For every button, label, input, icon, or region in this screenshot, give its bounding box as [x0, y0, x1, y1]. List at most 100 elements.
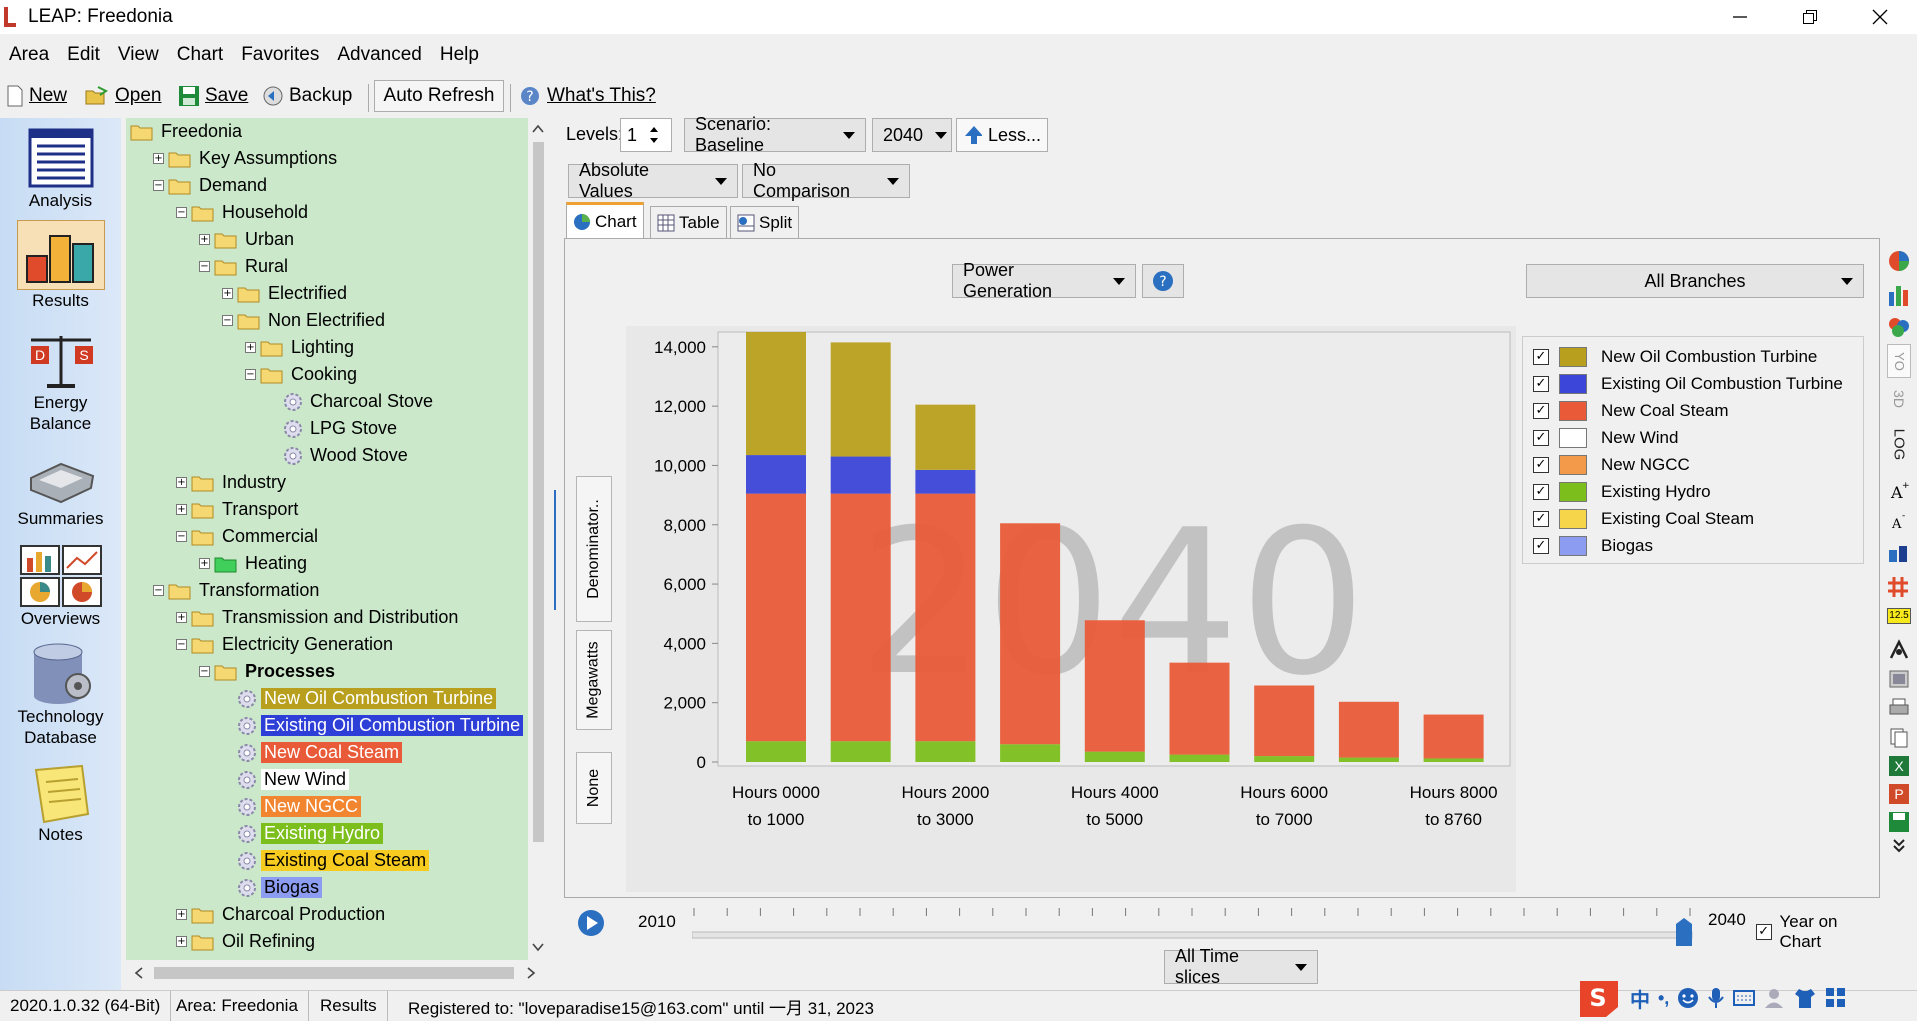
log-scale-toggle[interactable]: LOG [1887, 424, 1911, 464]
tree-node[interactable]: + Heating [199, 550, 310, 577]
legend-toggle-icon[interactable] [1887, 638, 1911, 660]
tab-chart[interactable]: Chart [566, 202, 644, 238]
levels-spinner[interactable]: 1 [620, 118, 672, 152]
menu-view[interactable]: View [117, 44, 159, 65]
collapse-icon[interactable]: − [153, 180, 164, 191]
tree-vertical-scrollbar[interactable] [528, 118, 549, 960]
expand-icon[interactable]: + [153, 153, 164, 164]
expand-icon[interactable]: + [176, 504, 187, 515]
axis-settings-icon[interactable] [1887, 542, 1911, 564]
menu-edit[interactable]: Edit [67, 44, 100, 65]
collapse-icon[interactable]: − [199, 666, 210, 677]
3d-toggle[interactable]: 3D [1887, 384, 1911, 414]
export-image-icon[interactable] [1887, 668, 1911, 690]
collapse-icon[interactable]: − [199, 261, 210, 272]
tree-node[interactable]: New Wind [222, 766, 350, 793]
tree-node[interactable]: − Transformation [153, 577, 322, 604]
open-button[interactable]: Open [84, 82, 161, 110]
tab-table[interactable]: Table [650, 206, 727, 238]
collapse-icon[interactable]: − [153, 585, 164, 596]
tree-node[interactable]: + Key Assumptions [153, 145, 340, 172]
new-button[interactable]: New [6, 82, 67, 110]
collapse-icon[interactable]: − [176, 639, 187, 650]
tree-node[interactable]: Biogas [222, 874, 323, 901]
expand-icon[interactable]: + [245, 342, 256, 353]
nav-technology-database[interactable]: Technology Database [0, 642, 121, 748]
tree-node[interactable]: Freedonia [130, 118, 245, 145]
collapse-icon[interactable]: − [245, 369, 256, 380]
tree-node[interactable]: Wood Stove [268, 442, 411, 469]
tree-node[interactable]: + Industry [176, 469, 289, 496]
legend-item[interactable]: ✓ New Wind [1533, 426, 1678, 450]
tree-node[interactable]: + Urban [199, 226, 297, 253]
tree-node[interactable]: + Charcoal Production [176, 901, 388, 928]
legend-item[interactable]: ✓ Existing Oil Combustion Turbine [1533, 372, 1843, 396]
legend-item[interactable]: ✓ Biogas [1533, 534, 1653, 558]
denominator-button[interactable]: Denominator.. [576, 476, 612, 622]
branches-dropdown[interactable]: All Branches [1526, 264, 1864, 298]
tree-node[interactable]: New Oil Combustion Turbine [222, 685, 497, 712]
restore-button[interactable] [1776, 0, 1844, 34]
expand-icon[interactable]: + [176, 612, 187, 623]
nav-overviews[interactable]: Overviews [0, 544, 121, 629]
expand-icon[interactable]: + [176, 909, 187, 920]
menu-favorites[interactable]: Favorites [241, 44, 320, 65]
nav-analysis[interactable]: Analysis [0, 128, 121, 211]
gridlines-icon[interactable] [1887, 576, 1911, 598]
legend-item[interactable]: ✓ Existing Hydro [1533, 480, 1711, 504]
tree-node[interactable]: − Non Electrified [222, 307, 388, 334]
variable-help-button[interactable]: ? [1142, 264, 1184, 298]
expand-icon[interactable]: + [199, 558, 210, 569]
whats-this-button[interactable]: ? What's This? [518, 82, 656, 110]
branch-tree[interactable]: Freedonia + Key Assumptions − Demand − Househo… [126, 118, 528, 960]
tree-node[interactable]: New NGCC [222, 793, 362, 820]
tree-node[interactable]: + Transmission and Distribution [176, 604, 461, 631]
save-button[interactable]: Save [178, 82, 248, 110]
collapse-icon[interactable]: − [176, 207, 187, 218]
y-origin-toggle[interactable]: YO [1887, 344, 1911, 378]
nav-summaries[interactable]: Summaries [0, 452, 121, 529]
expand-icon[interactable]: + [176, 936, 187, 947]
tree-node[interactable]: − Household [176, 199, 311, 226]
tree-node[interactable]: Existing Oil Combustion Turbine [222, 712, 524, 739]
less-button[interactable]: Less... [956, 118, 1048, 152]
year-slider[interactable] [692, 906, 1708, 946]
menu-area[interactable]: Area [9, 44, 50, 65]
powerpoint-export-icon[interactable]: P [1887, 782, 1911, 804]
tree-node[interactable]: + Transport [176, 496, 301, 523]
absolute-values-dropdown[interactable]: Absolute Values [568, 160, 738, 201]
tree-node[interactable]: − Rural [199, 253, 291, 280]
timeslices-dropdown[interactable]: All Time slices [1164, 946, 1318, 987]
excel-export-icon[interactable]: X [1887, 754, 1911, 776]
units-button[interactable]: Megawatts [576, 630, 612, 730]
backup-button[interactable]: Backup [262, 82, 352, 110]
tree-node[interactable]: − Processes [199, 658, 338, 685]
save-chart-icon[interactable] [1887, 810, 1911, 832]
tree-node[interactable]: New Coal Steam [222, 739, 403, 766]
legend-item[interactable]: ✓ New Oil Combustion Turbine [1533, 345, 1817, 369]
tree-node[interactable]: − Demand [153, 172, 270, 199]
tree-node[interactable]: Existing Coal Steam [222, 847, 430, 874]
more-tools-icon[interactable] [1887, 838, 1911, 854]
tree-node[interactable]: LPG Stove [268, 415, 400, 442]
nav-results[interactable]: Results [0, 220, 121, 311]
pie-chart-icon[interactable] [1887, 250, 1911, 272]
tab-split[interactable]: Split [730, 206, 800, 238]
tree-node[interactable]: + Oil Refining [176, 928, 318, 955]
none-button[interactable]: None [576, 752, 612, 824]
tree-node[interactable]: Charcoal Stove [268, 388, 436, 415]
nav-energy-balance[interactable]: D S Energy Balance [0, 330, 121, 434]
print-icon[interactable] [1887, 696, 1911, 718]
area-chart-icon[interactable] [1887, 316, 1911, 338]
play-icon[interactable] [576, 908, 606, 938]
menu-chart[interactable]: Chart [176, 44, 224, 65]
splitter-handle[interactable] [554, 490, 562, 610]
expand-icon[interactable]: + [176, 477, 187, 488]
increase-font-icon[interactable]: A + [1887, 480, 1911, 502]
tree-node[interactable]: + Electrified [222, 280, 350, 307]
scenario-dropdown[interactable]: Scenario: Baseline [684, 114, 866, 155]
tree-node[interactable]: − Electricity Generation [176, 631, 396, 658]
legend-item[interactable]: ✓ New NGCC [1533, 453, 1690, 477]
copy-icon[interactable] [1887, 726, 1911, 748]
menu-advanced[interactable]: Advanced [337, 44, 422, 65]
